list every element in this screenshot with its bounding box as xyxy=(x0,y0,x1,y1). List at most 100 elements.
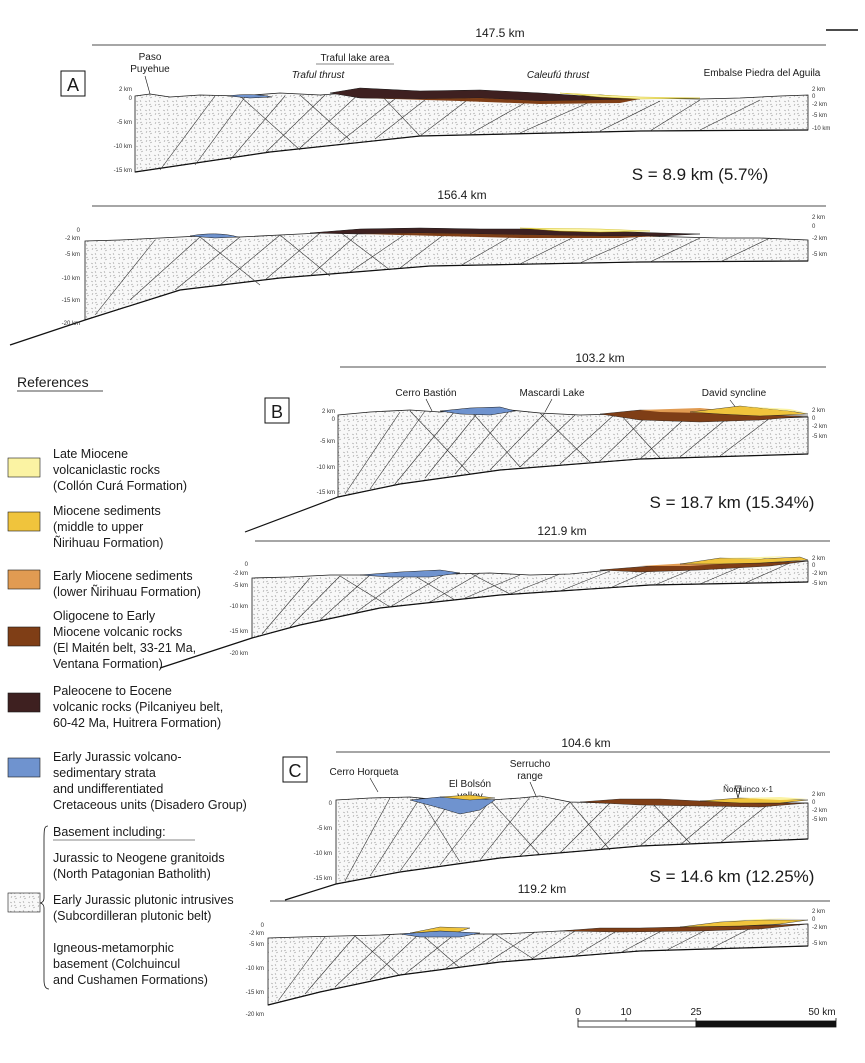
b-top-left-tick-0: 2 km xyxy=(322,409,335,415)
c-bottom-right-tick-3: -5 km xyxy=(812,941,827,947)
section-a-top-collon xyxy=(559,92,701,100)
a-bottom-right-tick-1: 0 xyxy=(812,224,816,230)
legend-item-3-line-3: Ventana Formation) xyxy=(53,657,163,671)
legend-item-4-line-2: 60-42 Ma, Huitrera Formation) xyxy=(53,716,221,730)
legend-basement-heading: Basement including: xyxy=(53,825,166,839)
legend-basement-1-line-0: Early Jurassic plutonic intrusives xyxy=(53,893,234,907)
legend-swatch-ventana xyxy=(7,626,41,647)
section-b-top-length: 103.2 km xyxy=(575,351,624,365)
c-top-right-tick-1: 0 xyxy=(812,800,816,806)
a-top-left-tick-1: 0 xyxy=(129,96,133,102)
label-david-syncline: David syncline xyxy=(702,388,767,399)
legend-item-3-line-2: (El Maitén belt, 33-21 Ma, xyxy=(53,641,196,655)
section-b-bottom-nirihuau-upper xyxy=(679,556,809,565)
legend-item-4-line-0: Paleocene to Eocene xyxy=(53,684,172,698)
section-a-letter: A xyxy=(67,75,79,95)
label-embalse: Embalse Piedra del Aguila xyxy=(704,68,821,79)
section-b-top-jurassic xyxy=(439,406,516,416)
section-a-bottom-length: 156.4 km xyxy=(437,188,486,202)
c-top-right-tick-2: -2 km xyxy=(812,808,827,814)
legend-basement-brace xyxy=(39,825,50,990)
section-c-top-nirihuau-upper-left xyxy=(439,794,496,801)
label-norquinco: Ñorquinco x-1 xyxy=(723,785,773,794)
a-bottom-left-tick-0: 0 xyxy=(77,228,81,234)
section-a-top-jurassic xyxy=(227,94,273,99)
section-a-top-basement xyxy=(134,91,809,173)
legend-item-2-line-1: (lower Ñirihuau Formation) xyxy=(53,585,201,599)
legend-basement-1-line-1: (Subcordilleran plutonic belt) xyxy=(53,909,211,923)
b-bottom-right-tick-2: -2 km xyxy=(812,571,827,577)
c-bottom-left-tick-2: -5 km xyxy=(249,942,264,948)
a-top-left-tick-3: -10 km xyxy=(114,144,132,150)
legend-swatch-basement xyxy=(7,892,41,913)
c-bottom-left-tick-1: -2 km xyxy=(249,931,264,937)
c-top-left-tick-3: -15 km xyxy=(314,876,332,882)
legend-basement-0-line-0: Jurassic to Neogene granitoids xyxy=(53,851,225,865)
b-bottom-right-tick-0: 2 km xyxy=(812,556,825,562)
label-paso-puyehue-2: Puyehue xyxy=(130,64,170,75)
legend-swatch-nirihuau-upper xyxy=(7,511,41,532)
section-c-bottom-nirihuau-upper xyxy=(679,919,809,928)
section-c-top-collon xyxy=(740,797,808,800)
a-bottom-left-tick-5: -20 km xyxy=(62,321,80,327)
b-bottom-left-tick-3: -10 km xyxy=(230,604,248,610)
a-top-left-tick-0: 2 km xyxy=(119,87,132,93)
legend-item-5-line-1: sedimentary strata xyxy=(53,766,156,780)
scale-tick-0: 0 xyxy=(575,1007,581,1018)
section-a-bottom-huitrera xyxy=(309,227,701,237)
label-el-bolson-1: El Bolsón xyxy=(449,779,491,790)
section-c-bottom-jurassic xyxy=(399,930,481,938)
label-traful-thrust: Traful thrust xyxy=(292,70,346,81)
legend-item-2-line-0: Early Miocene sediments xyxy=(53,569,193,583)
a-top-right-tick-3: -5 km xyxy=(812,113,827,119)
legend-item-5-line-3: Cretaceous units (Disadero Group) xyxy=(53,798,247,812)
a-bottom-left-tick-2: -5 km xyxy=(65,252,80,258)
a-top-right-tick-0: 2 km xyxy=(812,87,825,93)
b-top-right-tick-3: -5 km xyxy=(812,434,827,440)
a-bottom-right-tick-0: 2 km xyxy=(812,215,825,221)
label-caleufu-thrust: Caleufú thrust xyxy=(527,70,590,81)
c-top-right-tick-3: -5 km xyxy=(812,817,827,823)
c-top-left-tick-1: -5 km xyxy=(317,826,332,832)
section-b-bottom-length: 121.9 km xyxy=(537,524,586,538)
section-c-shortening: S = 14.6 km (12.25%) xyxy=(650,867,815,886)
b-top-right-tick-0: 2 km xyxy=(812,408,825,414)
c-bottom-left-tick-5: -20 km xyxy=(246,1012,264,1018)
legend-item-5-line-2: and undifferentiated xyxy=(53,782,163,796)
section-c-letter: C xyxy=(289,761,302,781)
b-bottom-left-tick-5: -20 km xyxy=(230,651,248,657)
section-a-shortening: S = 8.9 km (5.7%) xyxy=(632,165,769,184)
section-b-bottom-collon xyxy=(720,556,790,559)
section-b: 103.2 km B Cerro Bastión Mascardi Lake D… xyxy=(159,351,830,669)
legend-title: References xyxy=(17,374,89,390)
legend: References Late Miocene volcaniclastic r… xyxy=(7,374,247,990)
section-c-bottom-basement xyxy=(267,923,809,1006)
section-a-bottom-jurassic xyxy=(189,233,239,239)
legend-swatch-collon-cura xyxy=(7,457,41,478)
section-b-bottom-jurassic xyxy=(359,569,461,578)
legend-item-1-line-2: Ñirihuau Formation) xyxy=(53,536,163,550)
a-bottom-right-tick-2: -2 km xyxy=(812,236,827,242)
b-top-right-tick-2: -2 km xyxy=(812,424,827,430)
section-b-letter-box xyxy=(264,397,290,424)
legend-basement-2-line-0: Igneous-metamorphic xyxy=(53,941,174,955)
section-a-letter-box xyxy=(60,70,86,97)
a-bottom-left-tick-4: -15 km xyxy=(62,298,80,304)
b-top-left-tick-3: -10 km xyxy=(317,465,335,471)
label-serrucho-1: Serrucho xyxy=(510,759,551,770)
section-c-bottom-collon xyxy=(720,918,800,921)
legend-item-1-line-1: (middle to upper xyxy=(53,520,143,534)
scale-tick-2: 25 xyxy=(690,1007,702,1018)
a-bottom-left-tick-3: -10 km xyxy=(62,276,80,282)
section-a-top-ventana xyxy=(360,98,640,104)
legend-item-5-line-0: Early Jurassic volcano- xyxy=(53,750,182,764)
section-c-bottom-length: 119.2 km xyxy=(518,882,566,896)
a-bottom-right-tick-3: -5 km xyxy=(812,252,827,258)
section-c-top-ventana xyxy=(579,798,809,808)
label-cerro-horqueta: Cerro Horqueta xyxy=(330,767,399,778)
section-c-letter-box xyxy=(282,756,308,783)
scale-tick-3: 50 km xyxy=(808,1007,835,1018)
a-top-right-tick-1: 0 xyxy=(812,94,816,100)
legend-basement-2-line-1: basement (Colchuincul xyxy=(53,957,180,971)
